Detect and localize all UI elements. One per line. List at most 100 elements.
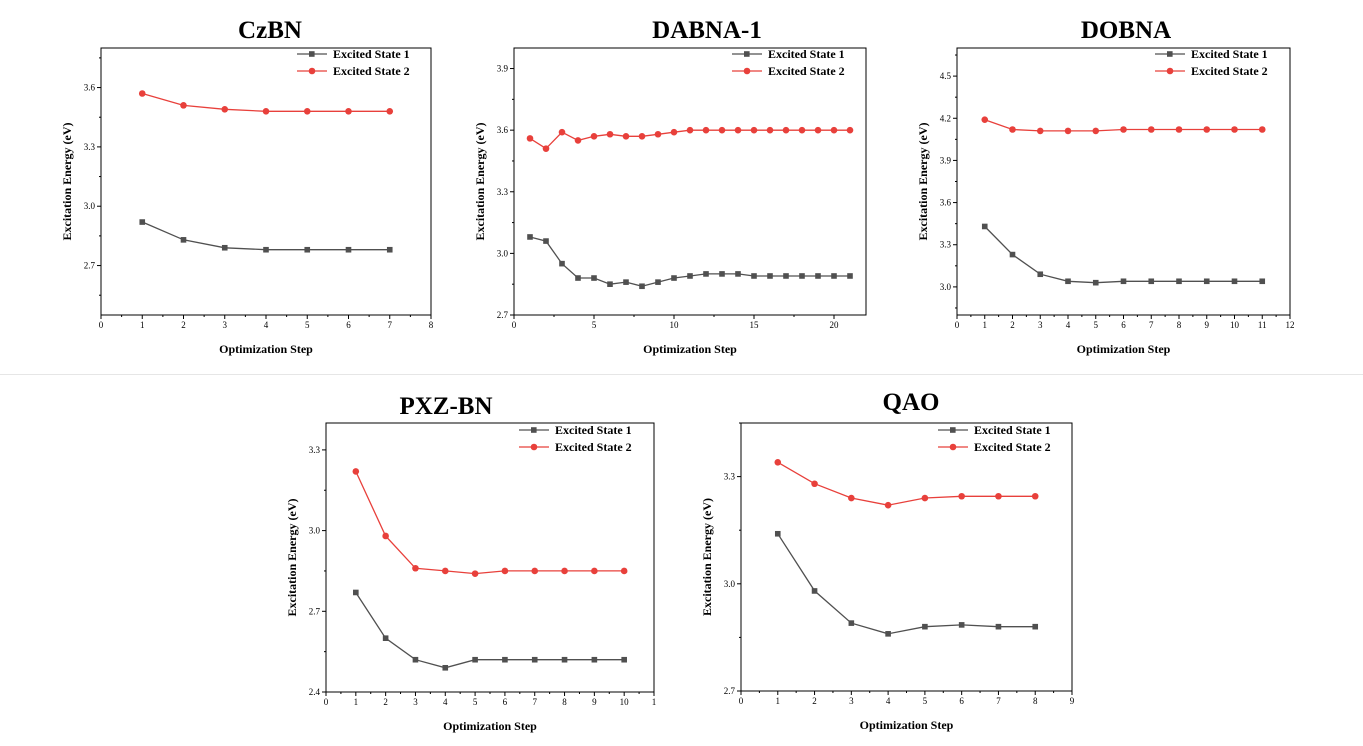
data-point-state-1 [607,281,613,287]
legend-marker [1166,67,1174,75]
data-point-state-1 [531,656,538,663]
series-line-1 [777,533,1036,635]
data-point-state-1 [1259,278,1266,285]
x-tick-label: 7 [388,320,393,330]
series-line-2 [355,471,625,575]
data-point-state-1 [472,656,478,663]
data-point-state-1 [559,260,565,267]
data-point-state-2 [814,126,822,134]
x-tick-label: 5 [473,697,478,707]
x-tick-label: 5 [1094,320,1099,330]
data-point-state-1 [783,273,789,279]
data-point-state-1 [1231,278,1238,285]
x-tick-label: 8 [1033,696,1038,706]
data-point-state-2 [441,567,449,575]
data-point-state-1 [382,635,389,641]
data-point-state-1 [575,275,581,281]
x-tick-label: 7 [1149,320,1154,330]
legend-marker [308,67,316,75]
data-point-state-2 [526,135,534,142]
y-tick-label: 3.9 [940,155,952,165]
data-point-state-2 [995,492,1002,500]
data-point-state-2 [1175,126,1183,133]
x-axis-label: Optimization Step [643,342,737,356]
data-point-state-1 [799,273,805,279]
chart-panel-dobna: DOBNA 0 1 2 3 4 5 6 7 8 9 10 11 12 3.0 3.3 3.6 3.9 4.2 4.5 O… [905,0,1345,370]
data-point-state-2 [734,126,742,134]
x-tick-label: 4 [443,697,448,707]
data-point-state-1 [543,238,549,244]
data-point-state-2 [606,130,614,138]
data-point-state-2 [830,126,838,134]
data-point-state-2 [958,492,965,500]
data-point-state-2 [782,126,790,134]
y-tick-label: 3.0 [309,526,321,536]
data-point-state-2 [884,501,892,509]
data-point-state-1 [221,244,228,251]
x-tick-label: 2 [812,696,817,706]
data-point-state-1 [621,656,627,663]
data-point-state-1 [767,273,773,279]
data-point-state-1 [345,246,352,253]
data-point-state-2 [670,128,678,136]
data-point-state-1 [591,656,598,663]
x-tick-label: 2 [383,697,388,707]
data-point-state-2 [1031,492,1039,500]
x-tick-label: 8 [562,697,567,707]
x-tick-label: 3 [223,320,228,330]
data-point-state-2 [798,126,806,134]
data-point-state-2 [1203,126,1211,133]
y-axis-label: Excitation Energy (eV) [916,123,930,241]
data-point-state-2 [774,459,782,466]
data-point-state-2 [386,107,394,115]
chart-pxz-bn: PXZ-BN 0 1 2 3 4 5 6 7 8 9 10 1 2.4 2.7 3.0 3.3 Optimizat… [285,393,656,733]
data-point-state-1 [831,273,837,279]
x-tick-label: 5 [305,320,310,330]
data-point-state-1 [1148,278,1155,285]
x-tick-label: 1 [983,320,988,330]
legend-label: Excited State 1 [768,47,845,61]
series-line-2 [777,461,1036,506]
series-line-1 [984,226,1263,284]
legend-marker [744,51,750,57]
legend-label: Excited State 2 [768,64,845,78]
data-point-state-2 [750,126,758,134]
plot-frame [956,47,1291,316]
data-point-state-1 [958,622,965,628]
y-tick-label: 2.4 [309,687,321,697]
y-tick-label: 2.7 [497,310,509,320]
series-line-1 [355,592,625,669]
legend-marker [1167,51,1173,57]
data-point-state-1 [774,530,781,537]
x-tick-label: 10 [1230,320,1240,330]
data-point-state-2 [846,126,854,134]
data-point-state-1 [1032,623,1039,630]
data-point-state-1 [591,275,597,281]
y-axis-label: Excitation Energy (eV) [700,498,714,616]
legend-label: Excited State 2 [1191,64,1268,78]
chart-dabna-1: DABNA-1 0 5 10 15 20 2.7 3.0 3.3 3.6 3.9 Optimizati… [473,17,867,356]
data-point-state-1 [687,273,693,279]
data-point-state-2 [138,90,146,97]
y-tick-label: 3.0 [724,579,736,589]
legend-marker [531,427,537,433]
data-point-state-2 [501,567,509,575]
x-tick-label: 8 [1177,320,1182,330]
x-tick-label: 5 [592,320,597,330]
x-tick-label: 8 [429,320,434,330]
legend-label: Excited State 2 [333,64,410,78]
x-axis-label: Optimization Step [860,718,954,732]
data-point-state-2 [561,567,568,575]
data-point-state-1 [180,237,187,243]
data-point-state-1 [1009,251,1016,258]
x-tick-label: 5 [923,696,928,706]
y-tick-label: 3.9 [497,64,509,74]
data-point-state-2 [531,567,539,575]
plot-frame [513,47,867,316]
x-tick-label: 9 [1070,696,1075,706]
data-point-state-2 [1147,126,1155,133]
data-point-state-2 [848,494,855,502]
data-point-state-2 [811,480,818,488]
data-point-state-1 [847,273,853,279]
data-point-state-1 [353,589,359,596]
